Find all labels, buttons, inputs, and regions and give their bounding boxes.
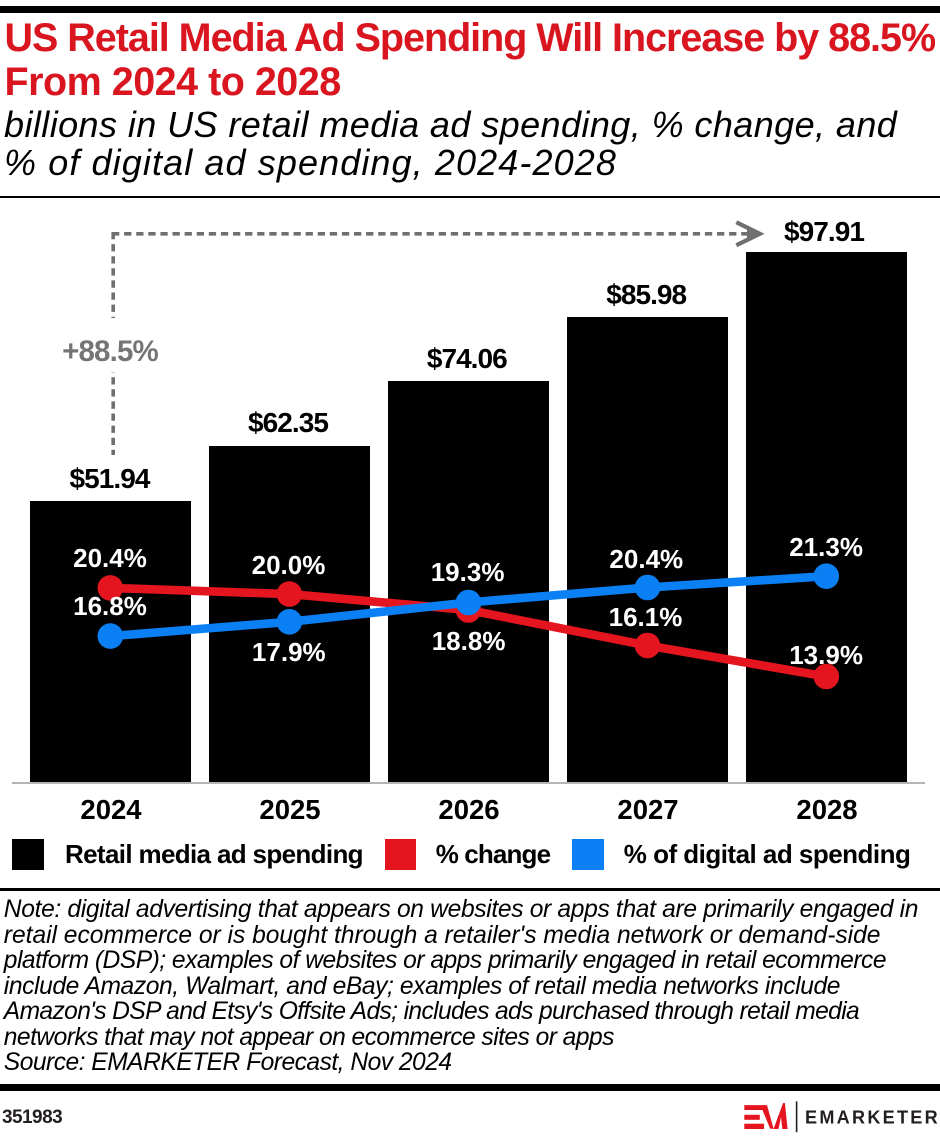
svg-text:EMARKETER: EMARKETER <box>805 1108 940 1128</box>
